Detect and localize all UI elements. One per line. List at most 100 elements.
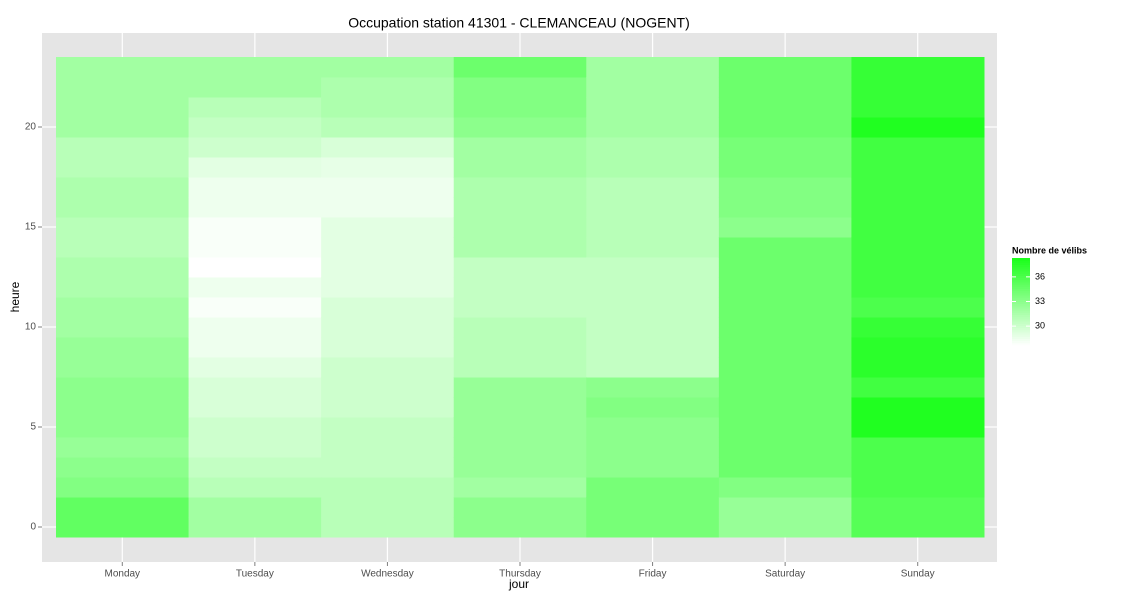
heat-cell [453,517,587,538]
heat-cell [586,477,720,498]
heat-cell [718,337,852,358]
colorbar-segment [1012,279,1030,283]
colorbar-segment [1012,275,1030,279]
heat-cell [188,237,322,258]
heat-cell [586,157,720,178]
heat-cell [56,317,190,338]
y-tick-label: 0 [30,522,36,533]
heat-cell [453,217,587,238]
colorbar-segment [1012,318,1030,322]
heat-cell [321,277,455,298]
heat-cell [586,377,720,398]
heat-cell [586,97,720,118]
heat-cell [586,177,720,198]
heat-cell [188,377,322,398]
heat-cell [718,437,852,458]
heat-cell [586,117,720,138]
heat-cell [453,177,587,198]
heat-cell [56,157,190,178]
colorbar-segment [1012,264,1030,268]
heat-cell [321,437,455,458]
heat-cell [851,277,985,298]
colorbar-segment [1012,314,1030,318]
colorbar-segment [1012,338,1030,342]
heat-cell [188,357,322,378]
heat-cell [321,237,455,258]
heat-cell [188,297,322,318]
heat-cell [321,317,455,338]
heat-cell [718,77,852,98]
heat-cell [851,197,985,218]
heat-cell [188,117,322,138]
heat-cell [56,77,190,98]
heat-cell [453,57,587,78]
heat-cell [56,177,190,198]
heat-cell [453,417,587,438]
heat-cell [321,117,455,138]
heat-cell [321,497,455,518]
colorbar-segment [1012,310,1030,313]
heat-cell [321,377,455,398]
heat-cell [453,77,587,98]
heat-cell [321,337,455,358]
heat-cell [321,217,455,238]
heat-cell [188,477,322,498]
heat-cell [321,517,455,538]
heat-cell [56,357,190,378]
heat-cell [851,397,985,418]
heat-cell [851,517,985,538]
heat-cell [56,477,190,498]
heat-cell [188,517,322,538]
colorbar-segment [1012,277,1030,281]
x-tick-label: Saturday [765,569,805,580]
colorbar-tick-label: 36 [1035,271,1045,281]
heat-cell [851,477,985,498]
legend-title: Nombre de vélibs [1012,245,1087,255]
colorbar-segment [1012,327,1030,331]
heat-cell [188,197,322,218]
heat-cell [718,97,852,118]
colorbar-segment [1012,340,1030,344]
heat-cell [718,137,852,158]
heat-cell [851,257,985,278]
heat-cell [453,357,587,378]
heat-cell [188,457,322,478]
heat-cell [56,437,190,458]
x-tick-label: Thursday [499,569,541,580]
chart-title: Occupation station 41301 - CLEMANCEAU (N… [348,15,690,31]
heat-cell [586,297,720,318]
colorbar-segment [1012,299,1030,302]
heat-cell [56,57,190,78]
colorbar-segment [1012,308,1030,311]
heat-cell [56,257,190,278]
heat-cell [188,337,322,358]
colorbar-segment [1012,281,1030,285]
heat-cell [56,377,190,398]
heat-cell [586,417,720,438]
colorbar-segment [1012,273,1030,276]
heat-cell [718,317,852,338]
heat-cell [586,517,720,538]
heat-cell [188,277,322,298]
x-tick-label: Sunday [901,569,935,580]
heat-cell [453,317,587,338]
colorbar-segment [1012,268,1030,272]
heat-cell [321,157,455,178]
heat-cell [56,497,190,518]
colorbar-segment [1012,301,1030,305]
heat-cell [56,337,190,358]
colorbar-segment [1012,266,1030,270]
y-tick-label: 15 [25,222,37,233]
heat-cell [718,157,852,178]
heat-cell [851,237,985,258]
heat-cell [586,197,720,218]
colorbar-segment [1012,288,1030,292]
heat-cell [851,137,985,158]
heat-cell [56,137,190,158]
colorbar-segment [1012,336,1030,339]
heat-cell [586,257,720,278]
heat-cell [851,177,985,198]
heat-cell [453,457,587,478]
heat-cell [188,77,322,98]
heat-cell [188,417,322,438]
